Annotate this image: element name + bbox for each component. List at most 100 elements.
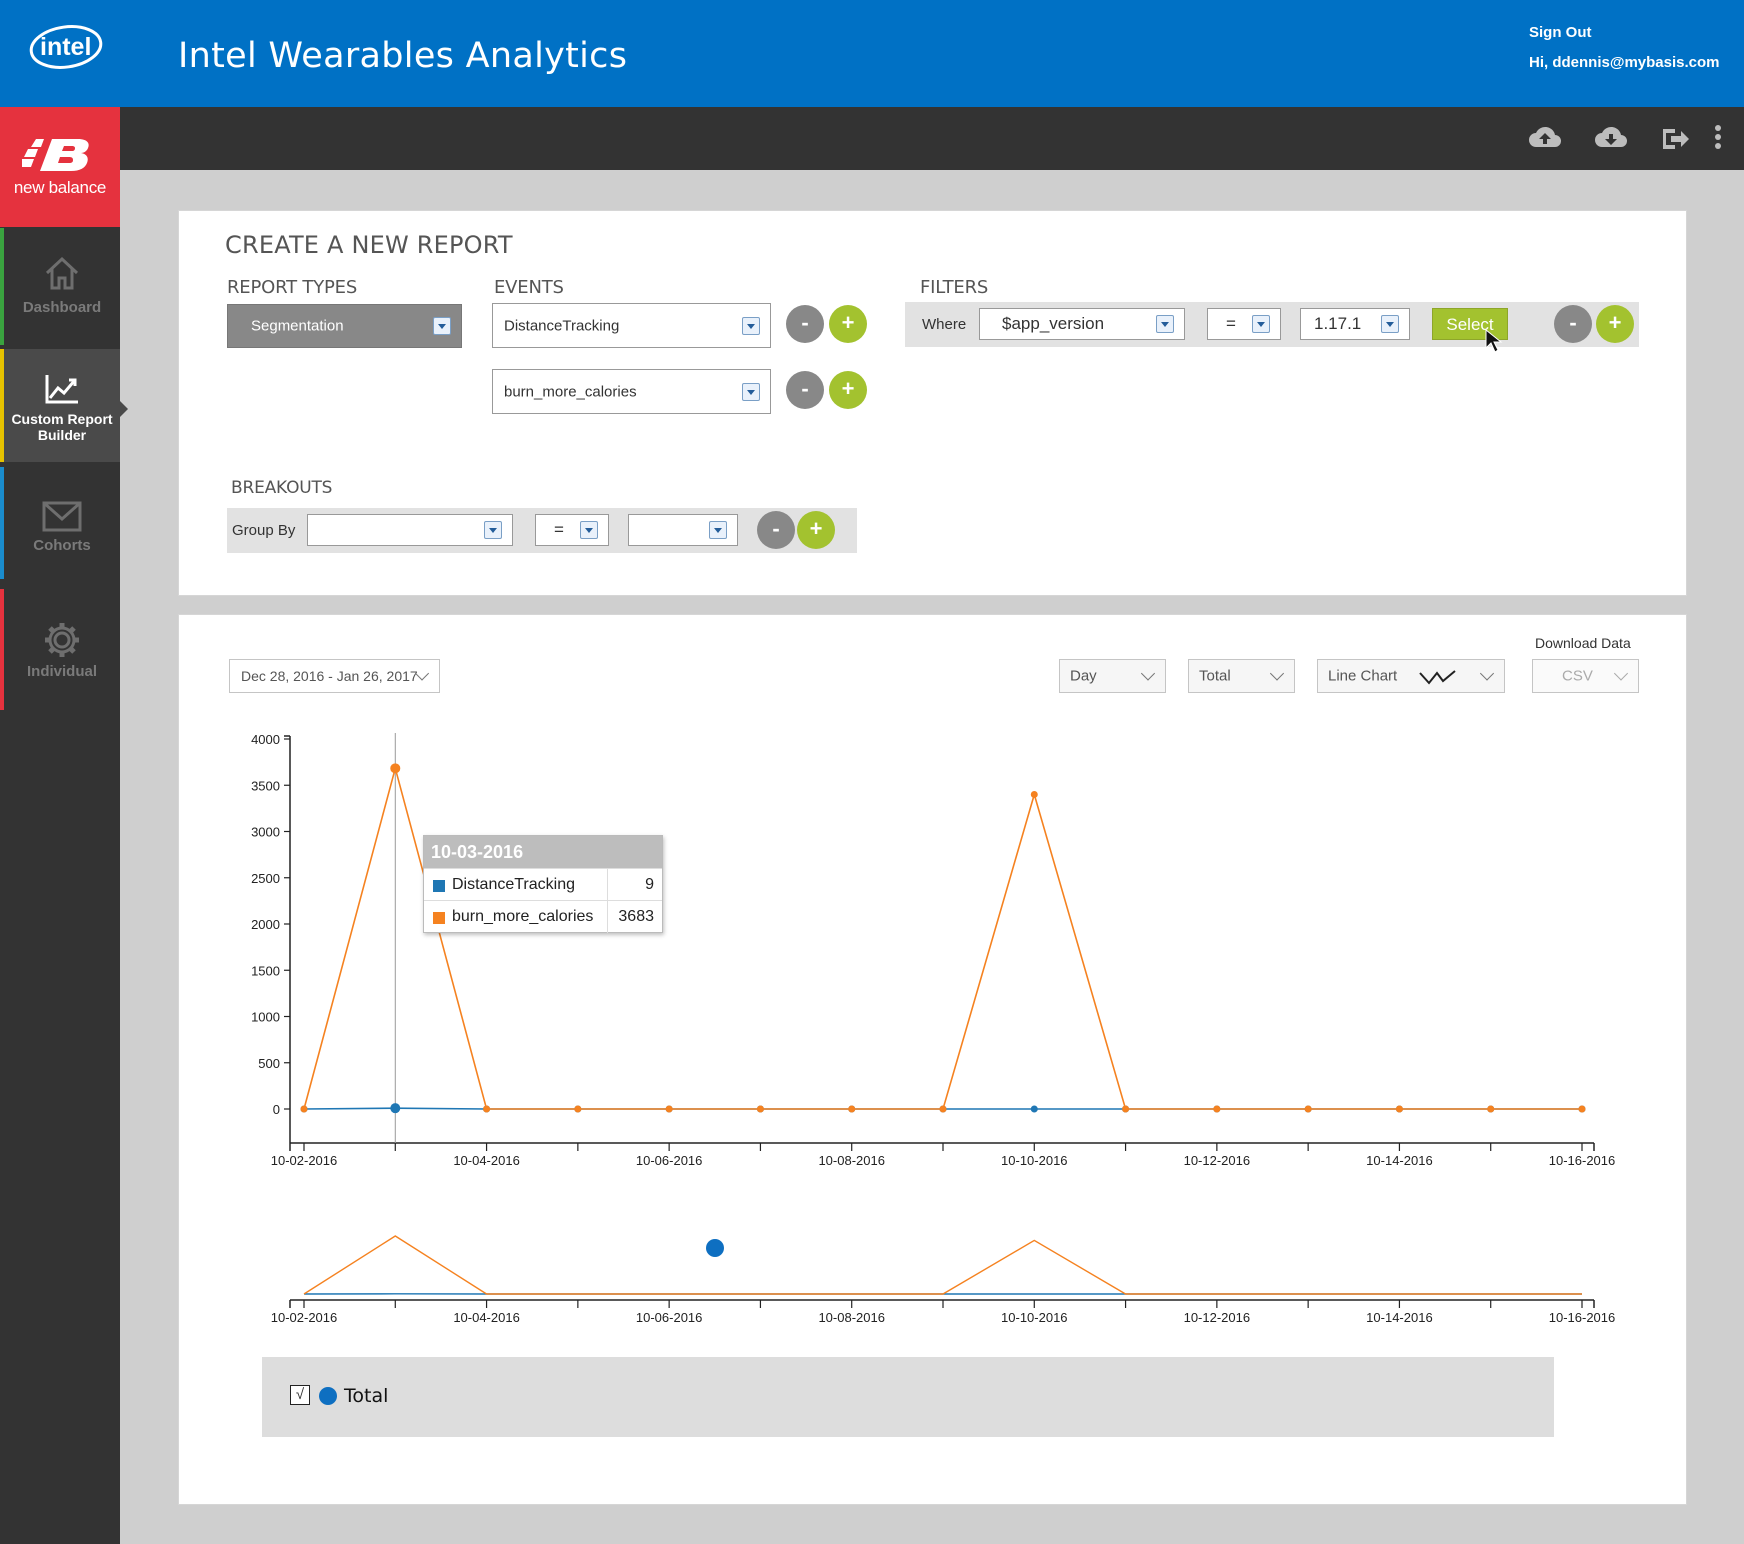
- interval-select[interactable]: Day: [1059, 659, 1166, 693]
- chart-type-value: Line Chart: [1328, 667, 1398, 685]
- breakouts-label: BREAKOUTS: [231, 478, 333, 498]
- remove-filter-button[interactable]: -: [1554, 305, 1592, 343]
- date-range-select[interactable]: Dec 28, 2016 - Jan 26, 2017: [229, 659, 440, 693]
- add-event-button[interactable]: +: [829, 305, 867, 343]
- cursor-icon: [1485, 329, 1503, 353]
- select-button[interactable]: Select: [1432, 308, 1508, 340]
- remove-breakout-button[interactable]: -: [757, 511, 795, 549]
- overview-series-line: [303, 1235, 1582, 1295]
- user-greeting: Hi, ddennis@mybasis.com: [1529, 54, 1720, 71]
- remove-event-button[interactable]: -: [786, 371, 824, 409]
- overview-x-tick-label: 10-14-2016: [1366, 1310, 1433, 1325]
- add-event-button[interactable]: +: [829, 371, 867, 409]
- filter-operator-select[interactable]: =: [1207, 308, 1281, 340]
- more-vertical-icon[interactable]: [1710, 122, 1726, 154]
- tooltip-row: burn_more_calories 3683: [424, 900, 662, 933]
- chevron-down-icon: [742, 382, 760, 401]
- new-balance-logo: [22, 139, 89, 171]
- y-tick-label: 1000: [251, 1010, 280, 1025]
- chart-type-select[interactable]: Line Chart: [1317, 659, 1505, 693]
- add-breakout-button[interactable]: +: [797, 511, 835, 549]
- active-indicator: [120, 401, 128, 417]
- chart-tooltip: 10-03-2016 DistanceTracking 9 burn_more_…: [423, 835, 663, 933]
- tooltip-series-name: burn_more_calories: [452, 908, 594, 925]
- chevron-down-icon: [1252, 315, 1270, 333]
- tooltip-divider: [607, 869, 608, 901]
- brand-name: new balance: [13, 178, 107, 197]
- data-point: [1487, 1105, 1495, 1113]
- sign-out-link[interactable]: Sign Out: [1529, 24, 1592, 41]
- filter-property-value: $app_version: [1002, 314, 1105, 333]
- sign-out-icon[interactable]: [1657, 122, 1693, 154]
- legend-checkbox[interactable]: √: [290, 1385, 310, 1405]
- filter-value-select[interactable]: 1.17.1: [1300, 308, 1410, 340]
- brand-tile: new balance: [0, 107, 120, 227]
- filters-label: FILTERS: [920, 277, 989, 298]
- y-tick-label: 3000: [251, 825, 280, 840]
- event-select-1[interactable]: DistanceTracking: [492, 303, 771, 348]
- tooltip-series-value: 3683: [618, 908, 654, 925]
- add-filter-button[interactable]: +: [1596, 305, 1634, 343]
- breakout-row: Group By = - +: [227, 508, 857, 553]
- sidebar-item-dashboard[interactable]: Dashboard: [0, 228, 120, 345]
- report-results-card: [178, 614, 1687, 1505]
- overview-x-tick-label: 10-04-2016: [453, 1310, 520, 1325]
- y-tick-label: 3500: [251, 778, 280, 793]
- remove-event-button[interactable]: -: [786, 305, 824, 343]
- data-point: [1030, 1105, 1038, 1113]
- sidebar-item-label: Dashboard: [22, 299, 102, 316]
- svg-text:intel: intel: [40, 33, 91, 61]
- sidebar-item-cohorts[interactable]: Cohorts: [0, 467, 120, 579]
- x-tick-label: 10-06-2016: [636, 1153, 703, 1168]
- data-point: [1395, 1105, 1403, 1113]
- sidebar-item-individual[interactable]: Individual: [0, 589, 120, 710]
- cloud-upload-icon[interactable]: [1527, 122, 1563, 154]
- brush-handle: [706, 1239, 724, 1257]
- measure-select[interactable]: Total: [1188, 659, 1295, 693]
- gear-icon: [45, 623, 79, 657]
- chevron-down-icon: [709, 521, 727, 539]
- y-tick-label: 2500: [251, 871, 280, 886]
- tooltip-series-name: DistanceTracking: [452, 876, 576, 893]
- where-label: Where: [922, 316, 967, 333]
- cloud-download-icon[interactable]: [1593, 122, 1629, 154]
- chevron-down-icon: [580, 521, 598, 539]
- chevron-down-icon: [1156, 315, 1174, 333]
- report-type-value: Segmentation: [251, 317, 344, 335]
- data-point: [1304, 1105, 1312, 1113]
- breakout-value-select[interactable]: [628, 514, 738, 546]
- tooltip-series-value: 9: [645, 876, 654, 893]
- data-point: [574, 1105, 582, 1113]
- x-tick-label: 10-04-2016: [453, 1153, 520, 1168]
- overview-x-tick-label: 10-08-2016: [818, 1310, 885, 1325]
- legend-color-dot: [319, 1387, 337, 1405]
- report-type-select[interactable]: Segmentation: [227, 304, 462, 348]
- tooltip-date: 10-03-2016: [424, 836, 662, 868]
- line-chart-icon: [1419, 670, 1456, 685]
- filter-property-select[interactable]: $app_version: [979, 308, 1185, 340]
- sidebar-item-custom-report-builder[interactable]: Custom Report Builder: [0, 349, 128, 462]
- event-select-2[interactable]: burn_more_calories: [492, 369, 771, 414]
- breakout-operator-select[interactable]: =: [535, 514, 609, 546]
- sidebar-item-label: Cohorts: [33, 537, 91, 554]
- data-point: [1578, 1105, 1586, 1113]
- page-title: CREATE A NEW REPORT: [225, 231, 513, 259]
- download-format-select[interactable]: CSV: [1532, 659, 1639, 693]
- home-icon: [45, 256, 79, 290]
- breakout-operator-value: =: [554, 520, 564, 539]
- y-tick-label: 0: [273, 1102, 280, 1117]
- overview-x-tick-label: 10-12-2016: [1184, 1310, 1251, 1325]
- interval-value: Day: [1070, 667, 1097, 685]
- filter-operator-value: =: [1226, 314, 1236, 333]
- envelope-icon: [42, 501, 82, 532]
- top-header: intel Intel Wearables Analytics Sign Out…: [0, 0, 1744, 107]
- filter-row: Where $app_version = 1.17.1 Select - +: [905, 302, 1639, 353]
- breakout-property-select[interactable]: [307, 514, 513, 546]
- data-point: [939, 1105, 947, 1113]
- y-tick-label: 2000: [251, 917, 280, 932]
- intel-logo: intel: [29, 25, 103, 69]
- chevron-down-icon: [433, 317, 451, 335]
- data-point: [848, 1105, 856, 1113]
- event-value: burn_more_calories: [504, 383, 637, 400]
